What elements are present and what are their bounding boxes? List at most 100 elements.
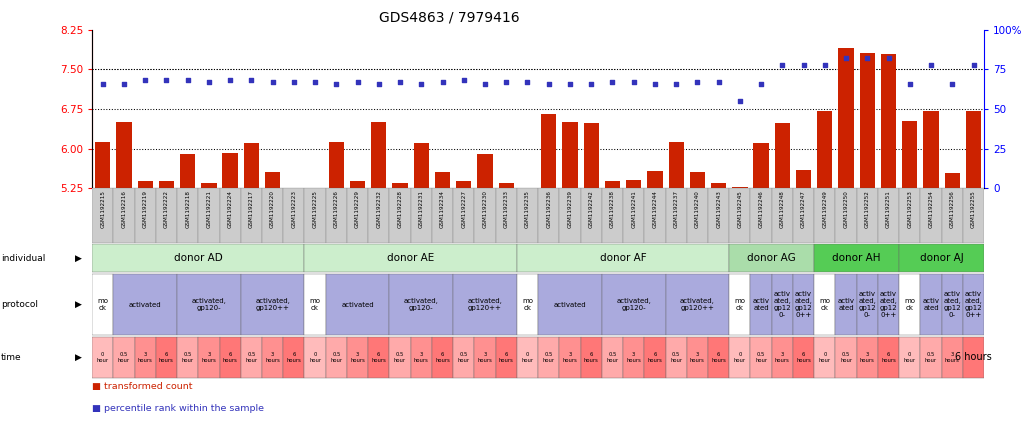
Text: mo
ck: mo ck	[735, 298, 746, 311]
Bar	[644, 337, 666, 378]
Text: mo
ck: mo ck	[97, 298, 108, 311]
Text: GSM1192234: GSM1192234	[440, 190, 445, 228]
Text: 6
hours: 6 hours	[499, 352, 514, 363]
Text: time: time	[1, 353, 21, 362]
Point	[498, 79, 515, 85]
Bar	[475, 188, 495, 243]
Point	[859, 55, 876, 62]
Text: GSM1192224: GSM1192224	[228, 190, 232, 228]
Bar	[814, 274, 836, 335]
Text: 0.5
hour: 0.5 hour	[330, 352, 343, 363]
Text: 3
hours: 3 hours	[690, 352, 705, 363]
Text: activated,
gp120++: activated, gp120++	[468, 298, 502, 311]
Text: donor AG: donor AG	[748, 253, 796, 263]
Bar	[495, 188, 517, 243]
Bar	[966, 110, 981, 188]
Text: GSM1192219: GSM1192219	[142, 190, 147, 228]
Bar	[711, 183, 726, 188]
Text: donor AH: donor AH	[833, 253, 881, 263]
Bar	[305, 337, 325, 378]
Text: activated,
gp120-: activated, gp120-	[616, 298, 651, 311]
Point	[753, 80, 769, 87]
Point	[966, 61, 982, 68]
Text: 3
hours: 3 hours	[563, 352, 577, 363]
Bar	[456, 181, 472, 188]
Bar	[793, 337, 814, 378]
Text: GSM1192232: GSM1192232	[376, 190, 382, 228]
Bar	[941, 188, 963, 243]
Text: GSM1192238: GSM1192238	[610, 190, 615, 228]
Bar	[541, 114, 557, 188]
Text: 6
hours: 6 hours	[584, 352, 598, 363]
Bar	[114, 274, 177, 335]
Text: 0.5
hour: 0.5 hour	[542, 352, 554, 363]
Point	[923, 61, 939, 68]
Bar	[347, 188, 368, 243]
Bar	[390, 274, 453, 335]
Bar	[814, 188, 836, 243]
Text: GSM1192243: GSM1192243	[716, 190, 721, 228]
Bar	[668, 142, 683, 188]
Point	[731, 98, 748, 104]
Bar	[432, 337, 453, 378]
Bar	[605, 181, 620, 188]
Bar	[623, 337, 644, 378]
Bar	[666, 274, 729, 335]
Bar	[432, 188, 453, 243]
Bar	[921, 274, 941, 335]
Bar	[796, 170, 811, 188]
Text: GSM1192217: GSM1192217	[249, 190, 254, 228]
Bar	[836, 337, 856, 378]
Bar	[498, 183, 514, 188]
Bar	[902, 121, 918, 188]
Bar	[478, 154, 493, 188]
Text: 3
hours: 3 hours	[478, 352, 492, 363]
Text: activated: activated	[342, 302, 373, 308]
Bar	[243, 143, 259, 188]
Bar	[117, 122, 132, 188]
Bar	[602, 188, 623, 243]
Text: ■ percentile rank within the sample: ■ percentile rank within the sample	[92, 404, 264, 413]
Text: 3
hours: 3 hours	[265, 352, 280, 363]
Point	[838, 55, 854, 62]
Text: GSM1192251: GSM1192251	[886, 190, 891, 228]
Text: GDS4863 / 7979416: GDS4863 / 7979416	[379, 11, 519, 25]
Bar	[899, 188, 921, 243]
Bar	[644, 188, 666, 243]
Text: activated: activated	[553, 302, 586, 308]
Text: GSM1192227: GSM1192227	[461, 190, 466, 228]
Bar	[623, 188, 644, 243]
Text: GSM1192242: GSM1192242	[588, 190, 593, 228]
Bar	[924, 110, 939, 188]
Text: 3
hours: 3 hours	[626, 352, 641, 363]
Text: activated,
gp120-: activated, gp120-	[191, 298, 226, 311]
Text: GSM1192249: GSM1192249	[822, 190, 828, 228]
Point	[477, 80, 493, 87]
Bar	[177, 337, 198, 378]
Text: GSM1192235: GSM1192235	[525, 190, 530, 228]
Text: donor AF: donor AF	[599, 253, 647, 263]
Text: GSM1192223: GSM1192223	[292, 190, 297, 228]
Bar	[390, 188, 410, 243]
Text: activ
ated,
gp12
0-: activ ated, gp12 0-	[858, 291, 877, 318]
Text: 6
hours: 6 hours	[796, 352, 811, 363]
Bar	[410, 337, 432, 378]
Bar	[453, 337, 475, 378]
Bar	[92, 188, 114, 243]
Bar	[159, 181, 174, 188]
Point	[307, 79, 323, 85]
Text: 0.5
hour: 0.5 hour	[118, 352, 130, 363]
Bar	[963, 337, 984, 378]
Bar	[347, 337, 368, 378]
Bar	[517, 337, 538, 378]
Text: 0.5
hour: 0.5 hour	[607, 352, 619, 363]
Text: GSM1192256: GSM1192256	[949, 190, 954, 228]
Text: ▶: ▶	[76, 353, 82, 362]
Point	[625, 79, 641, 85]
Bar	[410, 188, 432, 243]
Bar	[560, 337, 581, 378]
Bar	[92, 244, 305, 272]
Text: mo
ck: mo ck	[904, 298, 916, 311]
Text: mo
ck: mo ck	[819, 298, 831, 311]
Bar	[771, 274, 793, 335]
